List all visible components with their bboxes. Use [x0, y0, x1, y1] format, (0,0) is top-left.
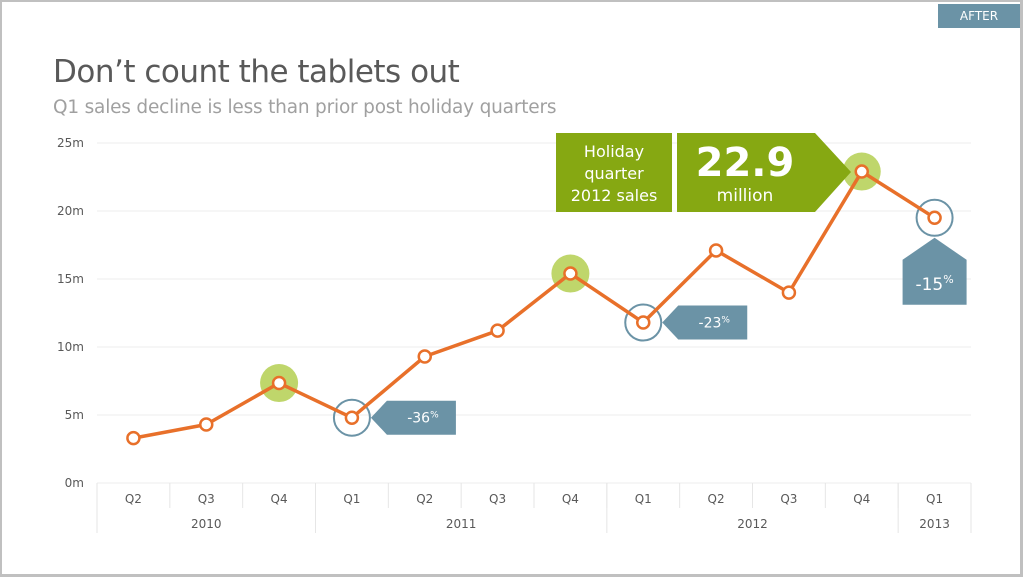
x-tick-label: Q1 [635, 492, 652, 506]
callouts: Holiday quarter 2012 sales22.9million-36%-… [370, 133, 967, 435]
decline-value: -23 [699, 316, 722, 332]
decline-tag [662, 305, 748, 340]
decline-unit: % [430, 411, 439, 421]
data-point [199, 417, 214, 432]
x-tick-label: Q4 [271, 492, 288, 506]
holiday-unit: million [717, 186, 774, 206]
page-title: Don’t count the tablets out [53, 54, 460, 90]
y-tick-label: 0m [65, 476, 84, 490]
holiday-label-box [556, 133, 672, 212]
x-tick-label: Q2 [708, 492, 725, 506]
x-tick-label: Q3 [198, 492, 215, 506]
decline-tag-text: -36% [407, 411, 439, 427]
data-point [126, 430, 141, 446]
y-tick-label: 25m [57, 136, 84, 150]
y-tick-label: 5m [65, 408, 84, 422]
x-tick-label: Q2 [416, 492, 433, 506]
holiday-label-line: 2012 sales [571, 186, 658, 205]
gridlines [97, 142, 971, 484]
decline-tag-text: -23% [699, 316, 731, 332]
holiday-label-line: Holiday [584, 142, 644, 161]
x-group-label: 2012 [737, 517, 768, 531]
x-tick-label: Q1 [926, 492, 943, 506]
decline-tag-text: -15% [915, 273, 953, 295]
data-point [854, 164, 869, 179]
x-tick-label: Q3 [780, 492, 797, 506]
series-line-group [126, 164, 942, 446]
x-group-label: 2010 [191, 517, 222, 531]
decline-ring [624, 303, 663, 342]
after-badge: AFTER [938, 4, 1020, 28]
page-subtitle: Q1 sales decline is less than prior post… [53, 97, 557, 118]
holiday-value-arrow [677, 133, 851, 212]
x-tick-label: Q3 [489, 492, 506, 506]
data-point [636, 315, 651, 330]
decline-ring [332, 398, 371, 437]
decline-unit: % [721, 316, 730, 326]
decline-value: -15 [915, 275, 943, 295]
x-tick-label: Q2 [125, 492, 142, 506]
decline-ring [915, 198, 954, 237]
holiday-value: 22.9 [696, 140, 795, 186]
x-tick-label: Q4 [853, 492, 870, 506]
data-point [927, 210, 942, 226]
x-tick-label: Q1 [343, 492, 360, 506]
decline-value: -36 [407, 411, 430, 427]
decline-tag [902, 237, 967, 305]
y-tick-label: 20m [57, 204, 84, 218]
data-point [708, 243, 724, 258]
x-group-label: 2013 [919, 517, 950, 531]
data-point [563, 266, 578, 281]
x-group-label: 2011 [446, 517, 477, 531]
decline-tag [370, 400, 456, 435]
data-point [271, 375, 287, 391]
series-line [133, 169, 936, 440]
holiday-label-line: quarter [584, 164, 644, 183]
holiday-label-text: Holiday quarter 2012 sales [571, 142, 658, 205]
y-tick-label: 15m [57, 272, 84, 286]
data-point [344, 410, 360, 425]
decline-unit: % [943, 273, 953, 286]
data-point [417, 349, 432, 364]
y-tick-label: 10m [57, 340, 84, 354]
data-point [490, 323, 505, 338]
data-point [781, 285, 797, 300]
point-highlights [260, 152, 954, 437]
x-axis: Q2 Q3 Q4 Q1 Q2 Q3 Q4 Q1 Q2 Q3 Q4 Q1 2010 2011 2012 2013 [96, 483, 972, 533]
y-axis: 0m 5m 10m 15m 20m 25m [57, 136, 84, 490]
x-tick-label: Q4 [562, 492, 579, 506]
